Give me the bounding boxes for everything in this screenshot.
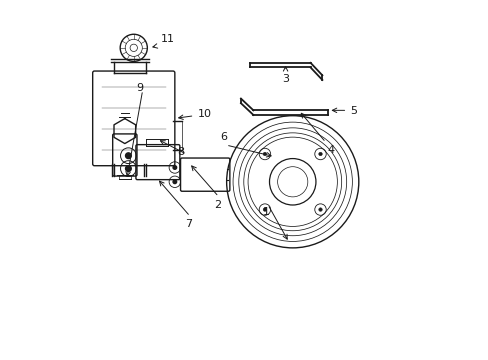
Text: 8: 8 xyxy=(177,147,184,157)
Circle shape xyxy=(263,152,266,156)
Text: 1: 1 xyxy=(263,207,269,217)
Circle shape xyxy=(125,153,131,158)
Circle shape xyxy=(318,152,322,156)
Text: 9: 9 xyxy=(136,83,143,93)
Circle shape xyxy=(173,166,176,169)
Text: 6: 6 xyxy=(220,132,227,143)
Circle shape xyxy=(263,208,266,211)
Text: 3: 3 xyxy=(282,74,288,84)
Circle shape xyxy=(173,180,176,184)
Circle shape xyxy=(125,166,131,171)
Text: 11: 11 xyxy=(160,34,174,44)
Text: 4: 4 xyxy=(327,145,334,156)
Text: 2: 2 xyxy=(213,200,221,210)
Text: 10: 10 xyxy=(197,109,211,119)
Text: 7: 7 xyxy=(185,219,192,229)
Circle shape xyxy=(318,208,322,211)
Text: 5: 5 xyxy=(349,106,357,116)
